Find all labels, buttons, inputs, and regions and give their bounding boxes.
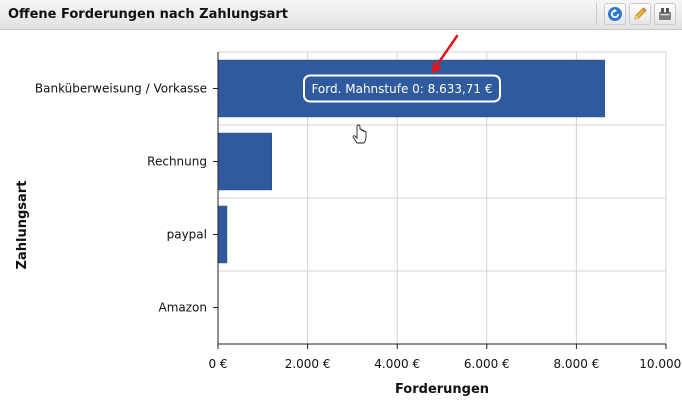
y-category-label: Banküberweisung / Vorkasse (35, 82, 207, 96)
x-tick-label: 0 € (208, 357, 227, 371)
chart-area: 0 €2.000 €4.000 €6.000 €8.000 €10.000 € … (0, 30, 682, 412)
x-tick-label: 10.000 € (639, 357, 682, 371)
toolbar-separator (596, 3, 597, 25)
header-toolbar (596, 3, 676, 25)
refresh-icon (608, 7, 622, 21)
x-tick-labels: 0 € 2.000 € 4.000 € 6.000 € 8.000 € 10.000 € (208, 357, 682, 371)
bar-chart: 0 €2.000 €4.000 €6.000 €8.000 €10.000 € … (15, 34, 682, 397)
x-tick-label: 4.000 € (374, 357, 420, 371)
filter-button[interactable] (654, 3, 676, 25)
chart-title: Offene Forderungen nach Zahlungsart (8, 7, 289, 22)
hand-cursor-icon (352, 124, 367, 144)
pencil-icon (634, 7, 647, 20)
y-axis-label: Zahlungsart (15, 181, 30, 270)
filter-icon (659, 8, 671, 20)
bar (217, 205, 228, 264)
y-category-label: paypal (167, 228, 207, 242)
x-tick-label: 8.000 € (553, 357, 599, 371)
y-category-label: Amazon (159, 301, 208, 315)
bars (217, 59, 606, 264)
x-tick-label: 2.000 € (285, 357, 331, 371)
edit-button[interactable] (629, 3, 651, 25)
y-category-label: Rechnung (147, 155, 207, 169)
bar (217, 132, 273, 191)
bar-tooltip: Ford. Mahnstufe 0: 8.633,71 € (303, 74, 501, 103)
y-category-labels: Banküberweisung / Vorkasse Rechnung paypal… (35, 82, 207, 315)
x-axis-label: Forderungen (395, 382, 489, 397)
axes (213, 52, 667, 349)
chart-header: Offene Forderungen nach Zahlungsart (0, 0, 682, 30)
x-tick-label: 6.000 € (464, 357, 510, 371)
arrow-shaft (434, 34, 459, 68)
tooltip-box (303, 74, 501, 103)
bar (217, 59, 606, 118)
annotation-arrow (432, 34, 459, 74)
tooltip-text: Ford. Mahnstufe 0: 8.633,71 € (311, 82, 492, 96)
refresh-button[interactable] (604, 3, 626, 25)
arrow-head (432, 61, 442, 74)
